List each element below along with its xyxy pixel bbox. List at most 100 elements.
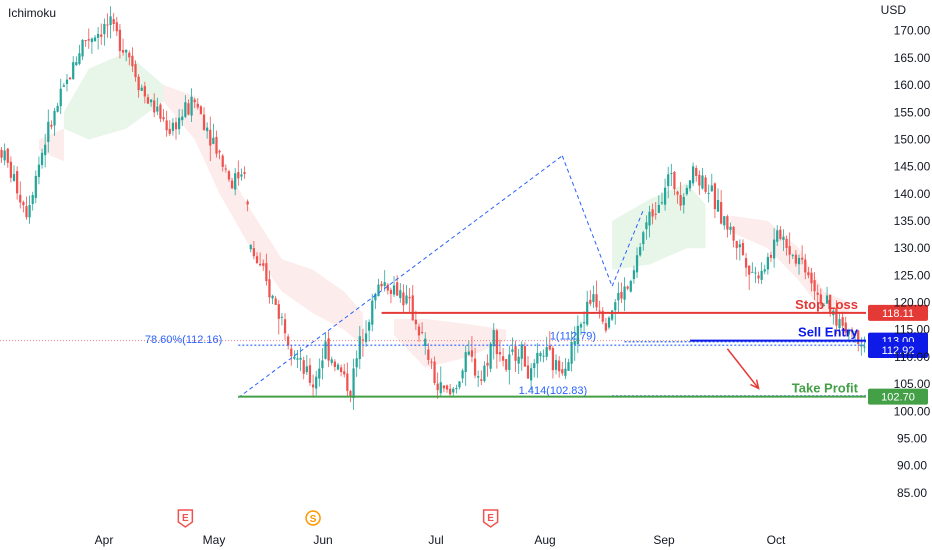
candle [218, 149, 221, 160]
candle-body [607, 317, 611, 328]
candles-group [0, 6, 866, 410]
candle [667, 166, 670, 199]
candle-body [492, 329, 495, 347]
candle [698, 170, 701, 195]
candle-body [841, 317, 844, 326]
candle-body [470, 350, 474, 357]
candle-body [377, 284, 380, 297]
candle-body [165, 120, 168, 131]
indicator-label[interactable]: Ichimoku [8, 6, 57, 20]
candle-body [424, 338, 427, 346]
level-tag-sell-entry: Sell Entry [798, 325, 859, 340]
candle-body [620, 291, 623, 299]
candle [0, 147, 3, 163]
candle-body [723, 216, 726, 226]
candle-body [100, 34, 103, 37]
candle [720, 190, 723, 225]
candle-body [720, 202, 723, 224]
candle-body [707, 192, 710, 194]
candle-body [234, 173, 237, 190]
time-axis-tick: Aug [534, 533, 555, 547]
candle [252, 240, 256, 260]
earnings-marker-icon[interactable]: E [482, 509, 499, 528]
candle-body [209, 129, 212, 146]
candle-body [797, 257, 801, 265]
candle [449, 383, 452, 398]
candle-body [860, 344, 863, 347]
candle-body [202, 114, 206, 130]
candle-body [582, 322, 586, 324]
candle [380, 280, 383, 291]
candle-body [514, 346, 517, 361]
candle-body [679, 195, 682, 206]
earnings-marker-label: E [487, 513, 494, 524]
candle-body [243, 172, 246, 174]
candle [732, 226, 735, 248]
candle-body [0, 149, 3, 158]
time-axis-tick: Sep [653, 533, 675, 547]
candle-body [610, 310, 614, 320]
candle-body [143, 86, 146, 97]
candle [240, 168, 243, 181]
price-axis-tick: 100.00 [894, 404, 931, 418]
candle-body [701, 175, 704, 189]
time-axis-tick: Apr [95, 533, 114, 547]
candle [801, 245, 804, 265]
candle [526, 356, 530, 379]
fib-level-label-2: 1.414(102.83) [519, 385, 588, 397]
candle [763, 264, 766, 275]
candle-body [844, 322, 847, 333]
candle [103, 18, 106, 46]
candle-body [408, 296, 411, 299]
candle-body [801, 257, 804, 260]
candle [31, 191, 34, 211]
price-label-0: 118.11 [882, 308, 914, 320]
price-axis-tick: 115.00 [894, 323, 930, 337]
earnings-marker-shape [177, 509, 194, 528]
earnings-marker-icon[interactable]: E [177, 509, 194, 528]
candle-body [536, 352, 539, 364]
candle [554, 354, 558, 375]
split-marker-icon[interactable]: S [305, 510, 321, 526]
candle [673, 171, 676, 196]
candle [595, 280, 598, 312]
candle [215, 130, 218, 158]
candle [573, 326, 576, 361]
candle-body [635, 255, 639, 273]
candle [237, 160, 240, 186]
candle-body [729, 226, 732, 230]
candle-body [682, 196, 685, 206]
candle-body [439, 382, 442, 394]
candle-body [477, 376, 480, 378]
price-axis-tick: 155.00 [894, 105, 931, 119]
candle-body [47, 121, 50, 142]
candle [324, 332, 327, 360]
candle [134, 60, 137, 82]
candle [420, 322, 424, 335]
candle-body [230, 180, 234, 189]
candle-body [629, 280, 632, 292]
candle-body [121, 50, 125, 53]
candle-body [115, 22, 118, 32]
candle [246, 199, 249, 212]
candle [311, 374, 315, 398]
candle-body [262, 263, 265, 266]
candle-body [863, 346, 866, 348]
candle-body [592, 294, 595, 303]
candle-body [642, 232, 645, 245]
candle-body [246, 201, 249, 205]
candle-body [65, 79, 69, 84]
candle [819, 288, 822, 307]
candle-body [97, 33, 100, 38]
candle [436, 372, 439, 399]
candle [318, 358, 321, 387]
candle [417, 323, 421, 342]
candle [785, 235, 788, 256]
candle [579, 321, 583, 335]
candle [461, 368, 464, 384]
candle-body [31, 195, 34, 205]
candle [305, 354, 308, 376]
candle-body [420, 331, 424, 333]
candle-body [498, 352, 502, 355]
